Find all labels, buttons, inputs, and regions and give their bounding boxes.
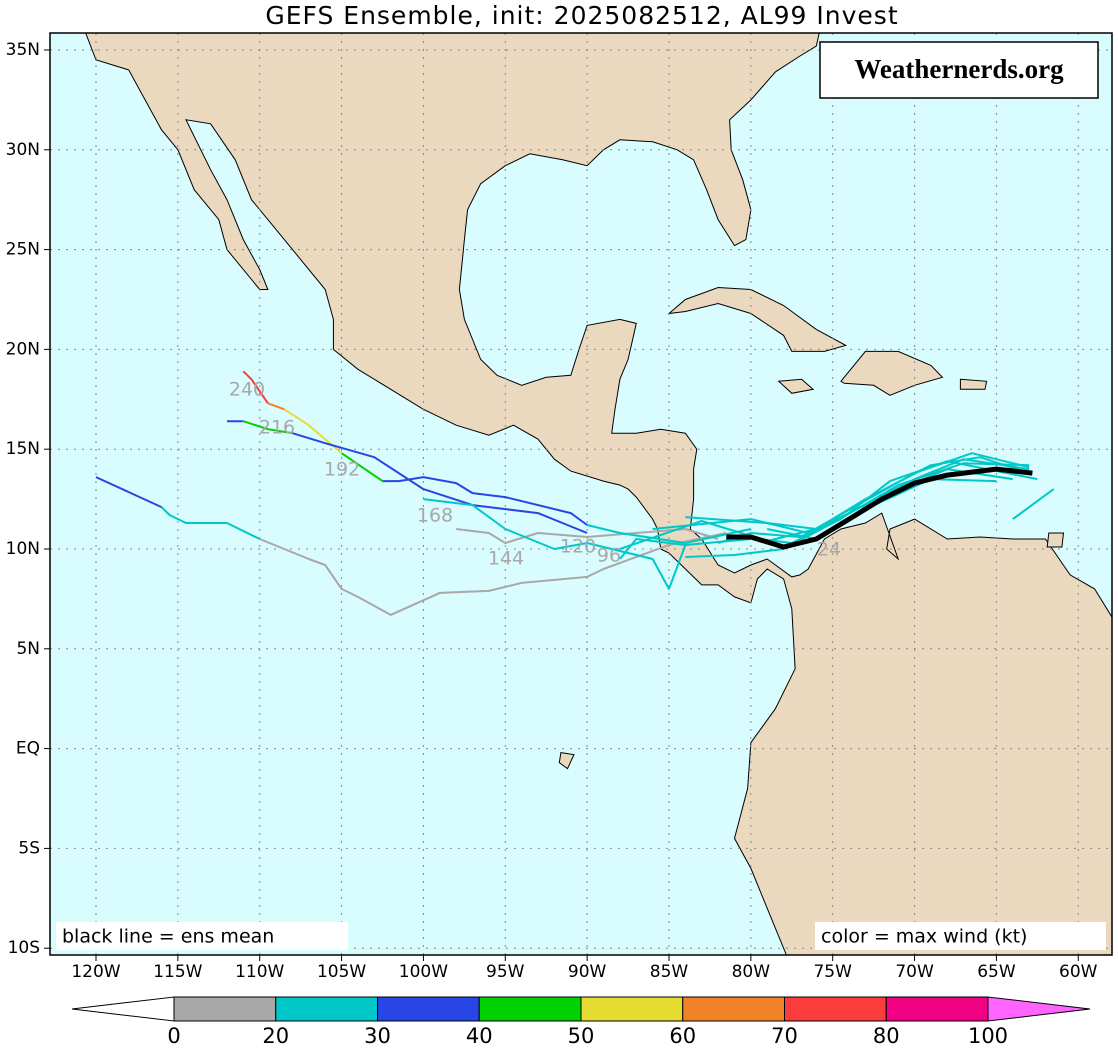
y-tick-label: 10N — [6, 539, 40, 559]
hour-label: 24 — [817, 539, 841, 561]
colorbar-segment — [683, 997, 785, 1021]
y-tick-label: 30N — [6, 140, 40, 160]
x-tick-label: 100W — [399, 962, 448, 982]
x-tick-label: 60W — [1059, 962, 1098, 982]
colorbar-segment — [581, 997, 683, 1021]
colorbar-label: 50 — [568, 1024, 595, 1048]
colorbar-label: 70 — [771, 1024, 798, 1048]
hour-label: 120 — [560, 536, 596, 558]
x-tick-label: 95W — [486, 962, 525, 982]
colorbar-label: 80 — [873, 1024, 900, 1048]
y-tick-label: 15N — [6, 439, 40, 459]
hour-label: 96 — [597, 545, 621, 567]
colorbar-segment — [785, 997, 887, 1021]
colorbar-label: 60 — [669, 1024, 696, 1048]
note-left: black line = ens mean — [62, 926, 274, 948]
y-tick-label: 35N — [6, 40, 40, 60]
colorbar-segment — [276, 997, 378, 1021]
colorbar-label: 0 — [167, 1024, 180, 1048]
watermark: Weathernerds.org — [854, 54, 1064, 84]
hour-label: 192 — [324, 459, 360, 481]
colorbar-segment — [378, 997, 480, 1021]
x-tick-label: 85W — [650, 962, 689, 982]
y-tick-label: 20N — [6, 339, 40, 359]
colorbar-label: 30 — [364, 1024, 391, 1048]
x-tick-label: 110W — [235, 962, 284, 982]
y-tick-label: 10S — [8, 938, 40, 958]
y-tick-label: EQ — [16, 739, 40, 759]
landmass — [1047, 533, 1063, 547]
colorbar-segment — [886, 997, 988, 1021]
x-tick-label: 115W — [153, 962, 202, 982]
colorbar: 0 20 30 40 50 60 70 80 100 — [72, 997, 1090, 1048]
hour-label: 240 — [229, 379, 265, 401]
hour-label: 168 — [417, 505, 453, 527]
colorbar-label: 20 — [262, 1024, 289, 1048]
colorbar-under — [72, 997, 174, 1021]
y-tick-label: 5S — [18, 838, 40, 858]
title: GEFS Ensemble, init: 2025082512, AL99 In… — [265, 1, 898, 30]
hour-label: 216 — [259, 417, 295, 439]
x-tick-label: 75W — [813, 962, 852, 982]
x-tick-label: 120W — [71, 962, 120, 982]
y-tick-label: 5N — [16, 639, 40, 659]
colorbar-segment — [174, 997, 276, 1021]
hour-label: 144 — [488, 548, 524, 570]
landmass — [960, 379, 986, 389]
y-tick-label: 25N — [6, 240, 40, 260]
x-tick-label: 90W — [568, 962, 607, 982]
x-tick-label: 70W — [895, 962, 934, 982]
colorbar-label: 40 — [466, 1024, 493, 1048]
x-tick-label: 80W — [732, 962, 771, 982]
colorbar-label: 100 — [968, 1024, 1008, 1048]
x-tick-label: 65W — [977, 962, 1016, 982]
note-right: color = max wind (kt) — [821, 926, 1027, 948]
x-tick-label: 105W — [317, 962, 366, 982]
colorbar-over — [988, 997, 1090, 1021]
colorbar-segment — [479, 997, 581, 1021]
